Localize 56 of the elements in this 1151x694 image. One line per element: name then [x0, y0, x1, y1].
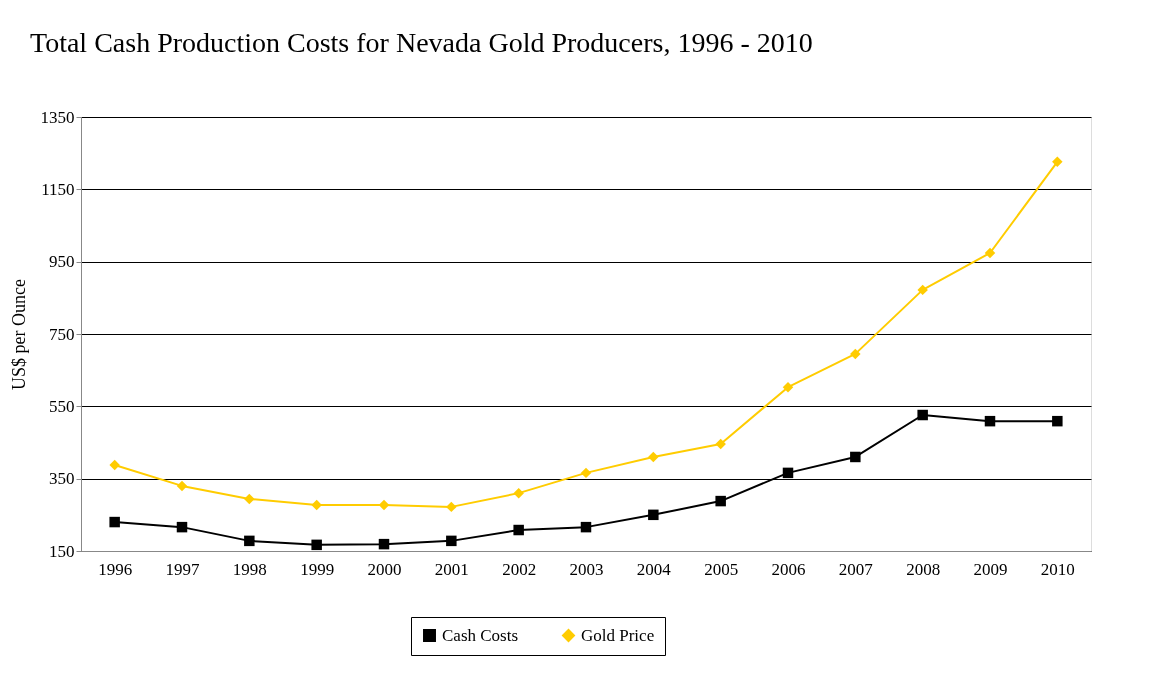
point [109, 459, 120, 471]
x-tick-label: 2007 [838, 559, 874, 579]
point [109, 516, 120, 528]
point [648, 451, 659, 463]
x-tick-label: 2000 [367, 559, 402, 579]
point [580, 467, 592, 479]
y-tick-label: 1350 [40, 107, 75, 127]
point [513, 487, 524, 499]
legend-label: Gold Price [581, 625, 655, 645]
x-tick-label: 2005 [704, 559, 739, 579]
point [244, 535, 255, 547]
x-tick-label: 1997 [165, 559, 200, 579]
x-tick-label: 2001 [434, 559, 469, 579]
point [378, 538, 390, 550]
point [917, 284, 928, 296]
point [580, 521, 592, 533]
y-tick-label: 150 [49, 541, 75, 561]
x-tick-label: 2009 [973, 559, 1008, 579]
y-tick-label: 750 [49, 324, 75, 344]
point [715, 495, 726, 507]
x-tick-label: 2004 [636, 559, 672, 579]
point [850, 451, 861, 463]
y-tick-label: 350 [49, 469, 75, 489]
x-tick-label: 1996 [98, 559, 133, 579]
point [917, 409, 928, 421]
point [378, 499, 390, 511]
point [446, 501, 457, 513]
point [311, 499, 322, 511]
x-tick-label: 1998 [232, 559, 267, 579]
y-tick-label: 950 [49, 252, 75, 272]
point [311, 539, 322, 551]
point [984, 247, 996, 259]
point [244, 493, 255, 505]
chart-title: Total Cash Production Costs for Nevada Gold Producers, 1996 - 2010 [30, 27, 813, 58]
point [850, 348, 861, 360]
point [782, 467, 794, 479]
x-tick-label: 1999 [300, 559, 335, 579]
point [176, 480, 188, 492]
x-tick-label: 2010 [1040, 559, 1075, 579]
x-tick-label: 2002 [502, 559, 537, 579]
point [176, 521, 188, 533]
point [1052, 415, 1063, 427]
point [513, 524, 524, 536]
y-tick-label: 1150 [41, 179, 75, 199]
y-tick-label: 550 [49, 396, 75, 416]
point [648, 509, 659, 521]
point [715, 438, 726, 450]
y-axis-title: US$ per Ounce [8, 279, 29, 390]
x-tick-label: 2003 [569, 559, 604, 579]
point [446, 535, 457, 547]
point [782, 381, 794, 393]
point [1052, 156, 1063, 168]
point [984, 415, 996, 427]
legend-label: Cash Costs [442, 625, 519, 645]
x-tick-label: 2006 [771, 559, 806, 579]
x-tick-label: 2008 [906, 559, 941, 579]
